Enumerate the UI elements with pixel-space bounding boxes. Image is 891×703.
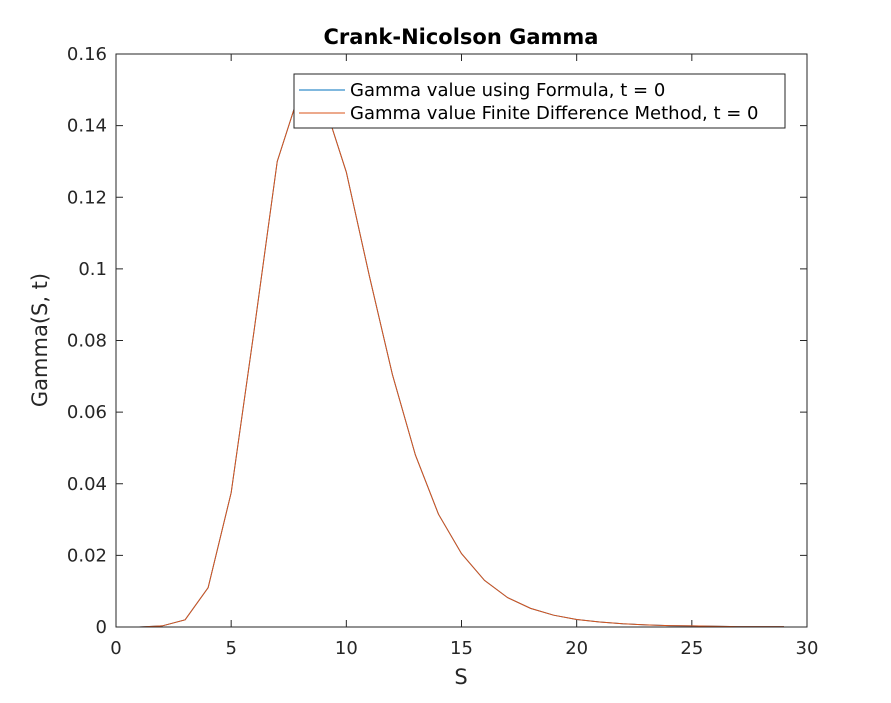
x-tick-label: 15	[450, 638, 473, 659]
y-tick-label: 0.16	[67, 44, 107, 65]
y-axis-label: Gamma(S, t)	[28, 273, 52, 407]
x-tick-label: 20	[565, 638, 588, 659]
y-tick-label: 0.08	[67, 331, 107, 352]
legend-box	[293, 73, 786, 129]
x-tick-label: 5	[225, 638, 236, 659]
x-tick-label: 30	[796, 638, 819, 659]
x-tick-label: 25	[680, 638, 703, 659]
chart-title: Crank-Nicolson Gamma	[324, 25, 599, 49]
x-tick-label: 0	[110, 638, 121, 659]
y-tick-label: 0.06	[67, 402, 107, 423]
x-axis-label: S	[454, 665, 467, 689]
y-tick-label: 0.14	[67, 116, 107, 137]
y-tick-label: 0.1	[78, 259, 107, 280]
y-tick-label: 0	[96, 617, 107, 638]
y-tick-label: 0.04	[67, 474, 107, 495]
axes-box	[115, 53, 808, 628]
legend-label-1: Gamma value using Formula, t = 0	[350, 80, 665, 101]
legend-label-2: Gamma value Finite Difference Method, t …	[350, 103, 759, 124]
y-tick-label: 0.02	[67, 545, 107, 566]
tick-labels: 0 5 10 15 20 25 30 0 0.02 0.04 0.06 0.08 0.1 0.12 0.14…	[67, 44, 819, 659]
y-tick-label: 0.12	[67, 187, 107, 208]
series-lines	[139, 89, 784, 628]
plot-area	[116, 54, 807, 627]
x-tick-label: 10	[335, 638, 358, 659]
series-line-2	[139, 89, 784, 628]
